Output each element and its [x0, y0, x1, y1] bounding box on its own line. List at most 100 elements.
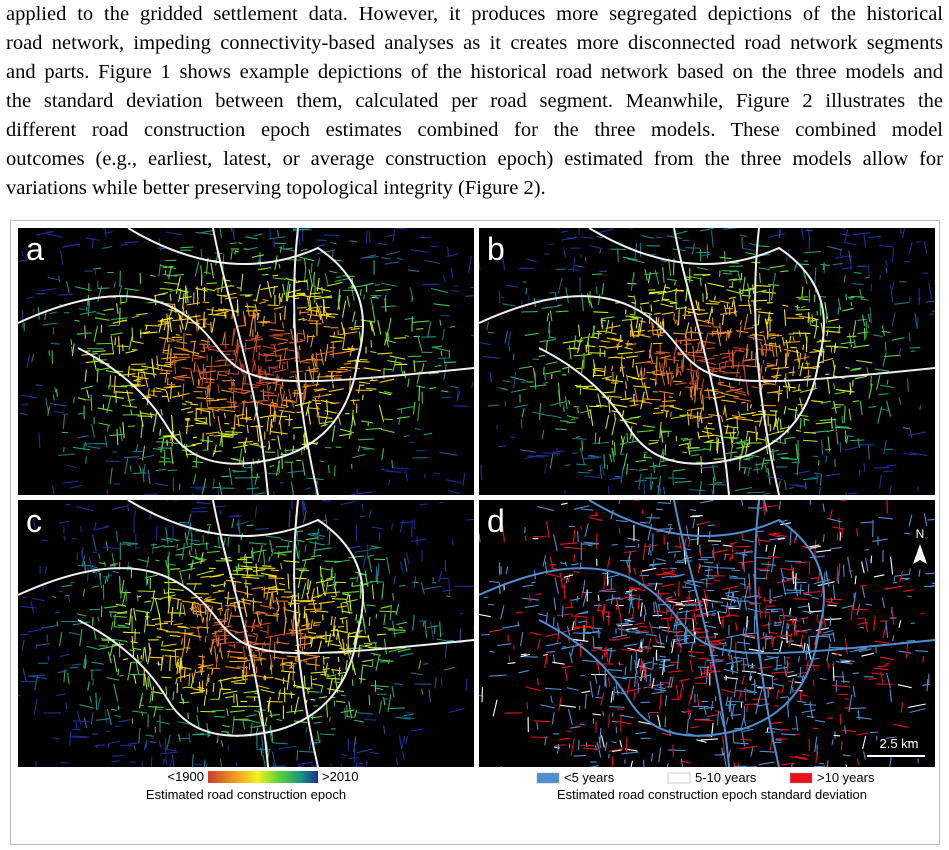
road: [186, 523, 192, 541]
road: [750, 747, 754, 757]
road: [623, 643, 638, 647]
road: [674, 553, 676, 558]
road: [323, 234, 339, 236]
road: [705, 582, 713, 585]
road: [743, 728, 754, 732]
road: [577, 340, 583, 343]
road: [815, 421, 833, 425]
road: [108, 611, 123, 614]
road: [658, 390, 674, 395]
road: [190, 510, 208, 513]
road: [251, 359, 256, 373]
road: [194, 417, 205, 420]
road: [602, 391, 616, 394]
road: [709, 439, 712, 452]
road: [600, 340, 610, 343]
road: [759, 272, 761, 284]
road: [134, 628, 136, 643]
road: [349, 577, 358, 580]
road: [587, 469, 593, 472]
road: [365, 760, 368, 767]
road: [918, 297, 921, 305]
road: [196, 364, 201, 377]
road: [228, 629, 239, 633]
road: [795, 443, 799, 460]
road: [632, 359, 635, 368]
road: [799, 387, 817, 393]
road: [291, 399, 295, 408]
road: [755, 557, 771, 559]
road: [66, 464, 77, 469]
road: [162, 273, 178, 277]
road: [674, 591, 677, 596]
road: [352, 399, 355, 405]
road: [172, 392, 190, 398]
road: [33, 518, 36, 530]
road: [335, 629, 347, 633]
road: [161, 676, 172, 679]
road: [619, 714, 634, 719]
road: [700, 253, 712, 257]
road: [819, 418, 837, 421]
road: [370, 321, 376, 336]
road: [851, 283, 864, 286]
road: [593, 647, 603, 651]
road: [602, 711, 605, 716]
road: [174, 649, 177, 666]
road: [788, 486, 795, 490]
road: [192, 342, 196, 355]
road: [878, 665, 889, 668]
road: [360, 420, 373, 424]
road: [726, 634, 742, 639]
road: [510, 388, 527, 393]
road: [441, 396, 452, 399]
road: [787, 381, 790, 389]
road: [480, 464, 483, 481]
road: [489, 674, 507, 677]
road: [244, 368, 248, 385]
road: [841, 729, 857, 732]
road: [74, 286, 93, 292]
road: [567, 708, 573, 726]
road: [412, 614, 415, 631]
road: [890, 284, 894, 303]
road: [316, 287, 331, 292]
road: [617, 248, 619, 262]
road: [176, 662, 180, 675]
road: [292, 445, 295, 453]
road: [841, 266, 854, 270]
road: [833, 383, 836, 389]
road: [728, 278, 737, 281]
road: [776, 334, 783, 337]
road: [341, 610, 353, 614]
road: [700, 738, 719, 741]
road: [195, 557, 205, 562]
road: [308, 284, 313, 301]
road: [840, 741, 843, 751]
road: [554, 292, 558, 302]
road: [666, 278, 678, 282]
road: [628, 440, 638, 444]
road: [279, 386, 282, 396]
road: [626, 679, 631, 697]
road: [196, 286, 199, 300]
road: [838, 325, 841, 334]
road: [157, 447, 173, 449]
road: [227, 612, 232, 626]
road: [655, 316, 658, 323]
road: [217, 288, 219, 293]
road: [367, 555, 373, 573]
road: [377, 562, 380, 576]
road: [800, 366, 816, 370]
road: [658, 475, 662, 491]
road: [352, 415, 356, 426]
road: [50, 403, 68, 407]
road: [833, 400, 837, 414]
road: [262, 299, 269, 302]
road: [634, 673, 637, 687]
road: [778, 229, 781, 238]
road: [232, 382, 236, 392]
road: [72, 663, 82, 666]
road: [278, 354, 282, 369]
road: [49, 311, 58, 315]
